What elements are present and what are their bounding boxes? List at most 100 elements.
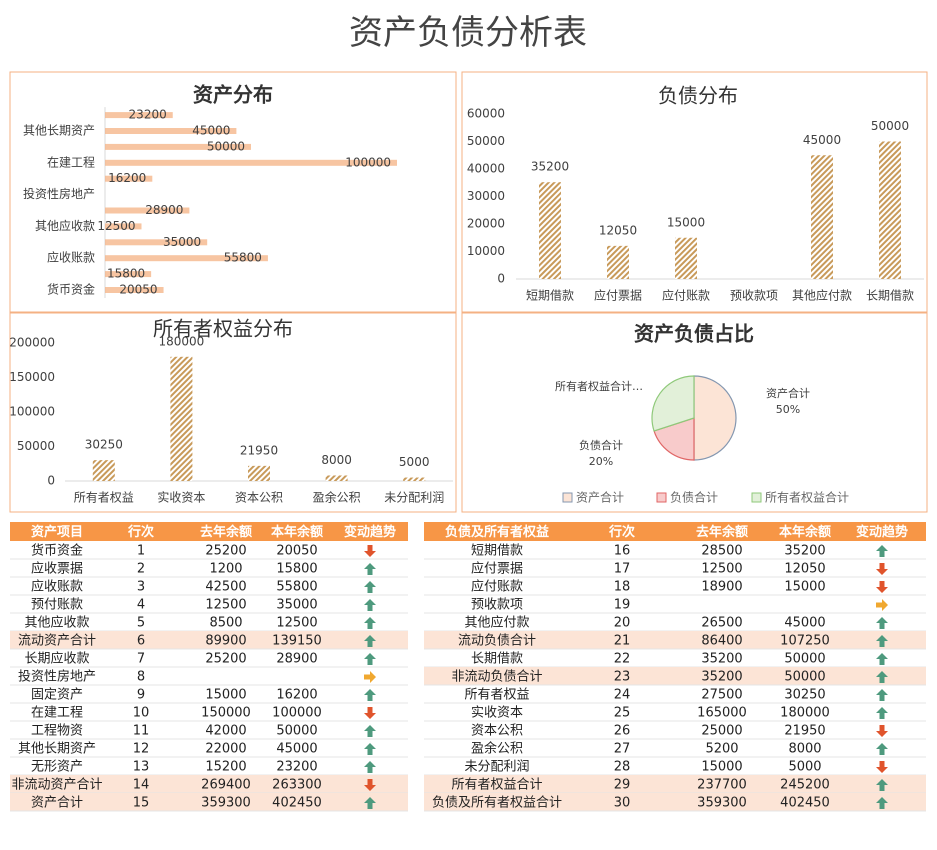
y-tick-label: 其他长期资产 bbox=[23, 124, 95, 138]
trend-arrow bbox=[876, 671, 888, 683]
table-cell: 28900 bbox=[276, 652, 317, 667]
data-label: 50000 bbox=[207, 139, 245, 153]
data-label: 45000 bbox=[803, 133, 841, 147]
data-label: 30250 bbox=[85, 438, 123, 452]
table-cell: 50000 bbox=[276, 724, 317, 739]
trend-arrow bbox=[364, 743, 376, 755]
bar bbox=[92, 460, 115, 481]
trend-arrow bbox=[876, 743, 888, 755]
table-cell: 42000 bbox=[205, 724, 246, 739]
row-highlight bbox=[10, 793, 408, 811]
chart-title: 资产负债占比 bbox=[634, 322, 754, 346]
table-cell: 其他应付款 bbox=[464, 615, 529, 631]
table-cell: 20 bbox=[614, 616, 631, 631]
y-tick-label: 10000 bbox=[467, 244, 505, 258]
chart-title: 所有者权益分布 bbox=[153, 317, 293, 341]
table-cell: 359300 bbox=[201, 796, 251, 811]
data-label: 5000 bbox=[399, 455, 430, 469]
table-cell: 8000 bbox=[788, 742, 821, 757]
table-cell: 2 bbox=[137, 562, 145, 577]
table-cell: 89900 bbox=[205, 634, 246, 649]
trend-arrow bbox=[876, 563, 888, 575]
table-cell: 8 bbox=[137, 670, 145, 685]
table-cell: 139150 bbox=[272, 634, 322, 649]
table-header: 资产项目 bbox=[31, 524, 83, 540]
table-cell: 26500 bbox=[701, 616, 742, 631]
table-header: 去年余额 bbox=[200, 524, 252, 540]
bar bbox=[105, 255, 268, 262]
x-tick-label: 长期借款 bbox=[866, 289, 914, 303]
bar bbox=[403, 477, 426, 481]
bar bbox=[105, 223, 142, 230]
table-cell: 165000 bbox=[697, 706, 747, 721]
data-label: 28900 bbox=[145, 203, 183, 217]
table-cell: 其他应收款 bbox=[24, 615, 89, 631]
data-label: 35200 bbox=[531, 160, 569, 174]
bar bbox=[170, 356, 193, 481]
table-cell: 15800 bbox=[276, 562, 317, 577]
y-tick-label: 30000 bbox=[467, 189, 505, 203]
table-cell: 13 bbox=[133, 760, 150, 775]
legend-swatch bbox=[751, 492, 762, 503]
trend-arrow bbox=[364, 581, 376, 593]
table-cell: 22 bbox=[614, 652, 631, 667]
table-cell: 15200 bbox=[205, 760, 246, 775]
table-cell: 17 bbox=[614, 562, 631, 577]
table-cell: 流动资产合计 bbox=[18, 634, 96, 649]
chart-title: 资产分布 bbox=[193, 83, 273, 107]
bar bbox=[539, 182, 561, 279]
table-cell: 263300 bbox=[272, 778, 322, 793]
table-cell: 4 bbox=[137, 598, 145, 613]
table-cell: 10 bbox=[133, 706, 150, 721]
x-tick-label: 未分配利润 bbox=[384, 491, 444, 505]
y-tick-label: 50000 bbox=[17, 439, 55, 453]
table-cell: 5200 bbox=[705, 742, 738, 757]
table-cell: 27 bbox=[614, 742, 631, 757]
trend-arrow bbox=[876, 545, 888, 557]
table-cell: 14 bbox=[133, 778, 150, 793]
table-cell: 237700 bbox=[697, 778, 747, 793]
table-cell: 盈余公积 bbox=[471, 741, 523, 757]
table-cell: 22000 bbox=[205, 742, 246, 757]
trend-arrow bbox=[876, 635, 888, 647]
table-cell: 55800 bbox=[276, 580, 317, 595]
table-cell: 18900 bbox=[701, 580, 742, 595]
table-header: 本年余额 bbox=[271, 524, 323, 540]
slice-label: 资产合计 bbox=[766, 386, 810, 400]
table-cell: 1 bbox=[137, 544, 145, 559]
table-cell: 25000 bbox=[701, 724, 742, 739]
table-cell: 7 bbox=[137, 652, 145, 667]
slice-value-label: 50% bbox=[776, 403, 800, 416]
table-cell: 402450 bbox=[780, 796, 830, 811]
table-cell: 货币资金 bbox=[31, 543, 83, 559]
row-highlight bbox=[10, 631, 408, 649]
table-cell: 12500 bbox=[205, 598, 246, 613]
table-cell: 资产合计 bbox=[31, 796, 83, 811]
table-cell: 30250 bbox=[784, 688, 825, 703]
table-header: 行次 bbox=[127, 524, 154, 540]
bar bbox=[105, 175, 153, 182]
trend-arrow bbox=[876, 725, 888, 737]
table-cell: 12500 bbox=[276, 616, 317, 631]
y-tick-label: 40000 bbox=[467, 162, 505, 176]
table-cell: 402450 bbox=[272, 796, 322, 811]
table-header: 本年余额 bbox=[779, 524, 831, 540]
x-tick-label: 实收资本 bbox=[157, 490, 205, 505]
x-tick-label: 预收款项 bbox=[730, 289, 778, 303]
x-tick-label: 应付票据 bbox=[594, 288, 642, 303]
trend-arrow bbox=[876, 707, 888, 719]
table-header: 变动趋势 bbox=[856, 524, 908, 540]
data-label: 12050 bbox=[599, 223, 637, 237]
legend-label: 所有者权益合计 bbox=[765, 490, 849, 505]
y-tick-label: 在建工程 bbox=[47, 154, 95, 169]
table-cell: 资本公积 bbox=[471, 724, 523, 739]
data-label: 100000 bbox=[345, 155, 391, 169]
bar bbox=[879, 141, 901, 279]
bar bbox=[675, 237, 697, 279]
trend-arrow bbox=[364, 635, 376, 647]
table-cell: 25200 bbox=[205, 652, 246, 667]
y-tick-label: 150000 bbox=[9, 370, 55, 384]
table-cell: 所有者权益合计 bbox=[451, 777, 542, 793]
table-cell: 非流动负债合计 bbox=[451, 670, 542, 685]
bar bbox=[607, 245, 629, 279]
